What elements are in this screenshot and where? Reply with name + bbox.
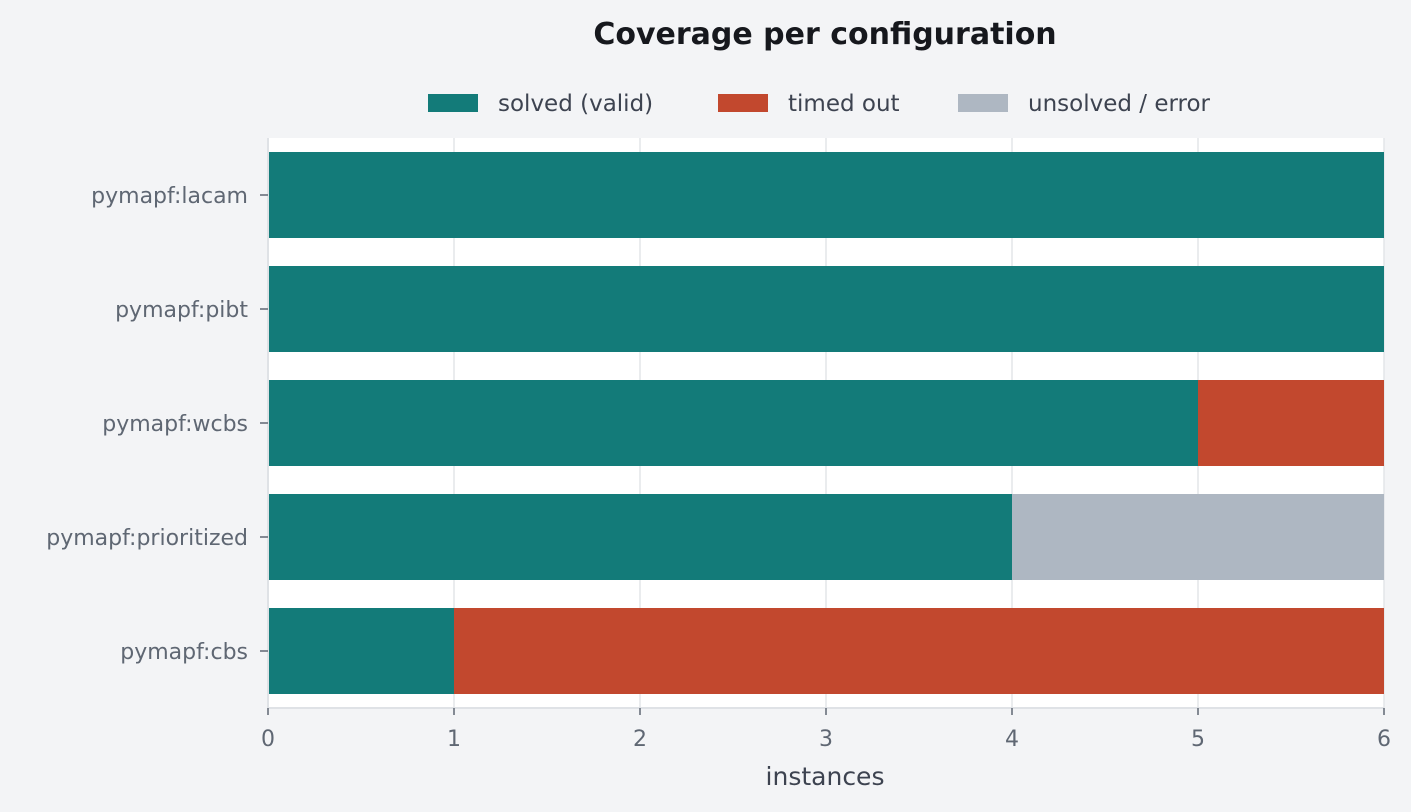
- x-tick-label-2: 2: [633, 727, 647, 752]
- y-tick-label-pymapf-pibt: pymapf:pibt: [115, 298, 248, 323]
- x-tick-label-1: 1: [447, 727, 461, 752]
- y-tick-label-pymapf-prioritized: pymapf:prioritized: [46, 526, 248, 551]
- x-tick-label-5: 5: [1191, 727, 1205, 752]
- x-tick-label-3: 3: [819, 727, 833, 752]
- bar-pymapf-cbs-series-1: [454, 608, 1384, 694]
- x-tick-label-6: 6: [1377, 727, 1391, 752]
- legend-label-0: solved (valid): [498, 91, 653, 117]
- bar-pymapf-lacam-series-0: [268, 152, 1384, 238]
- x-axis-label: instances: [766, 762, 885, 791]
- legend-swatch-1: [718, 94, 768, 112]
- x-tick-label-4: 4: [1005, 727, 1019, 752]
- bars: [268, 152, 1384, 694]
- bar-pymapf-cbs-series-0: [268, 608, 454, 694]
- tick-labels: 0 1 2 3 4 5 6 pymapf:lacam pymapf:pibt pymapf:wcb…: [46, 184, 1391, 752]
- legend-label-1: timed out: [788, 91, 900, 117]
- bar-pymapf-wcbs-series-1: [1198, 380, 1384, 466]
- legend-swatch-0: [428, 94, 478, 112]
- bar-pymapf-wcbs-series-0: [268, 380, 1198, 466]
- y-tick-label-pymapf-lacam: pymapf:lacam: [91, 184, 248, 209]
- bar-pymapf-pibt-series-0: [268, 266, 1384, 352]
- y-tick-label-pymapf-cbs: pymapf:cbs: [120, 640, 248, 665]
- legend: solved (valid) timed out unsolved / error: [428, 91, 1211, 117]
- axes: [260, 138, 1385, 715]
- x-tick-label-0: 0: [261, 727, 275, 752]
- y-tick-label-pymapf-wcbs: pymapf:wcbs: [102, 412, 248, 437]
- bar-pymapf-prioritized-series-0: [268, 494, 1012, 580]
- legend-label-2: unsolved / error: [1028, 91, 1211, 117]
- bar-pymapf-prioritized-series-2: [1012, 494, 1384, 580]
- legend-swatch-2: [958, 94, 1008, 112]
- chart-title: Coverage per configuration: [593, 17, 1056, 52]
